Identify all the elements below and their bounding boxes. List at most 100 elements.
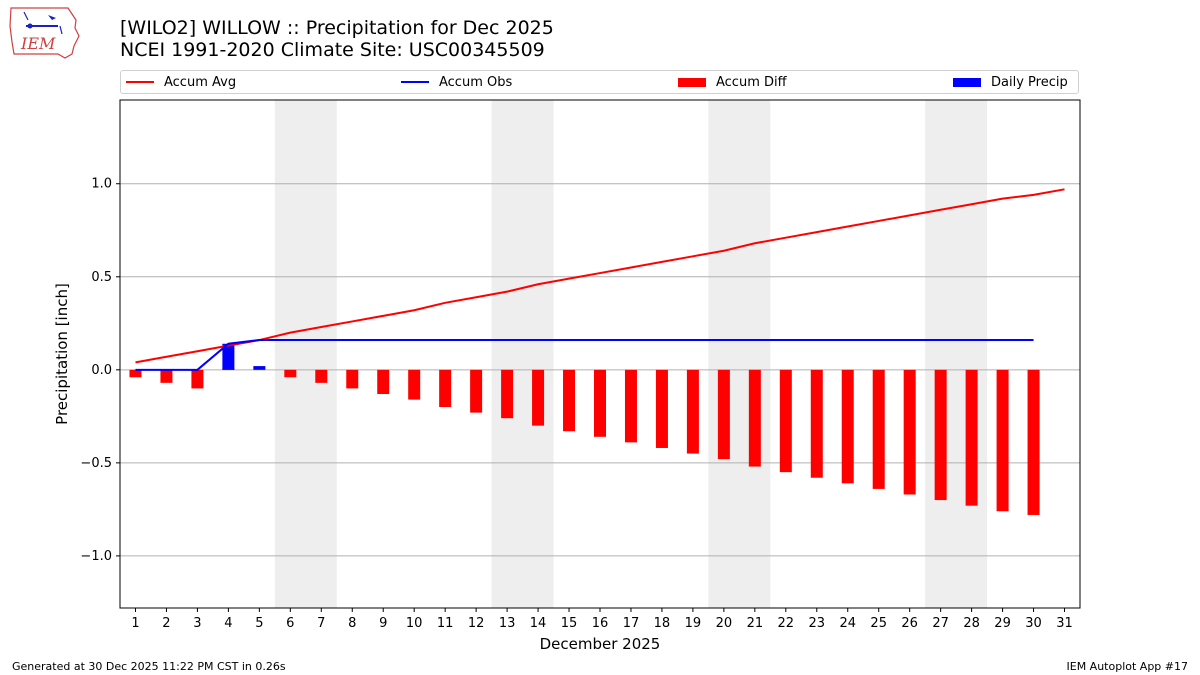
x-tick-label: 26: [901, 616, 918, 631]
y-axis-label: Precipitation [inch]: [53, 283, 71, 425]
weekend-bands: [274, 100, 988, 608]
daily-precip-bar: [222, 343, 235, 370]
series-lines: [135, 188, 1065, 371]
y-tick-label: −0.5: [80, 456, 112, 471]
accum-obs-line: [135, 339, 1034, 371]
footer-app: IEM Autoplot App #17: [1066, 660, 1189, 673]
title-line-1: [WILO2] WILLOW :: Precipitation for Dec …: [120, 17, 554, 39]
axes: −1.0−0.50.00.51.01 2 3 4 5 6 7 8 9 10 11 12 13 14 15 16…: [80, 177, 1072, 631]
x-tick-label: 15: [561, 616, 578, 631]
x-tick-label: 20: [716, 616, 733, 631]
accum-diff-bar: [377, 369, 390, 395]
x-tick-label: 23: [809, 616, 826, 631]
grid-lines: [120, 183, 1080, 557]
legend-label-accum-diff: Accum Diff: [716, 74, 787, 90]
accum-diff-bar: [160, 369, 173, 383]
accum-diff-bar: [439, 369, 452, 408]
x-tick-label: 4: [224, 616, 232, 631]
accum-diff-bar: [841, 369, 854, 484]
accum-diff-bar: [129, 369, 142, 378]
legend: Accum Avg Accum Obs Accum Diff Daily Pre…: [120, 70, 1079, 94]
weekend-band: [274, 100, 337, 608]
accum-diff-bar: [965, 369, 978, 506]
weekend-band: [491, 100, 554, 608]
legend-swatch-accum-diff: [678, 77, 706, 87]
x-tick-label: 13: [499, 616, 516, 631]
iem-logo: IEM: [9, 7, 80, 59]
bars: [129, 343, 1040, 515]
daily-precip-bar: [253, 366, 266, 370]
x-tick-label: 21: [747, 616, 764, 631]
accum-diff-bar: [1027, 369, 1040, 515]
x-tick-label: 6: [286, 616, 294, 631]
x-axis-label: December 2025: [540, 635, 661, 653]
title-line-2: NCEI 1991-2020 Climate Site: USC00345509: [120, 39, 545, 61]
accum-diff-bar: [996, 369, 1009, 512]
x-tick-label: 16: [592, 616, 609, 631]
accum-diff-bar: [315, 369, 328, 383]
x-tick-label: 17: [623, 616, 640, 631]
accum-diff-bar: [748, 369, 761, 467]
accum-diff-bar: [872, 369, 885, 489]
accum-diff-bar: [655, 369, 668, 448]
accum-diff-bar: [408, 369, 421, 400]
accum-diff-bar: [501, 369, 514, 419]
accum-diff-bar: [346, 369, 359, 389]
legend-swatch-accum-avg: [126, 81, 154, 83]
x-tick-label: 11: [437, 616, 454, 631]
accum-diff-bar: [717, 369, 730, 460]
y-tick-label: 0.5: [91, 270, 112, 285]
accum-avg-line: [135, 188, 1065, 364]
accum-diff-bar: [563, 369, 576, 432]
x-tick-label: 30: [1025, 616, 1042, 631]
x-tick-label: 12: [468, 616, 485, 631]
accum-diff-bar: [222, 367, 235, 370]
legend-label-accum-obs: Accum Obs: [439, 74, 513, 90]
accum-diff-bar: [934, 369, 947, 501]
accum-diff-bar: [191, 369, 204, 389]
legend-label-accum-avg: Accum Avg: [164, 74, 237, 90]
accum-diff-bar: [624, 369, 637, 443]
x-tick-label: 5: [255, 616, 263, 631]
legend-swatch-daily-precip: [953, 77, 981, 87]
legend-item-daily-precip: Daily Precip: [953, 74, 1068, 90]
x-tick-label: 2: [162, 616, 170, 631]
x-tick-label: 7: [317, 616, 325, 631]
x-tick-label: 18: [654, 616, 671, 631]
accum-diff-bar: [532, 369, 545, 426]
legend-item-accum-avg: Accum Avg: [126, 74, 236, 90]
accum-diff-bar: [779, 369, 792, 473]
accum-diff-bar: [284, 369, 297, 378]
legend-swatch-accum-obs: [401, 81, 429, 83]
accum-diff-bar: [810, 369, 823, 478]
y-tick-label: 0.0: [91, 363, 112, 378]
weekend-band: [708, 100, 771, 608]
plot-frame: [119, 99, 1081, 609]
x-tick-label: 28: [963, 616, 980, 631]
footer-generated: Generated at 30 Dec 2025 11:22 PM CST in…: [12, 660, 286, 673]
accum-diff-bar: [903, 369, 916, 495]
legend-item-accum-obs: Accum Obs: [401, 74, 512, 90]
legend-item-accum-diff: Accum Diff: [678, 74, 787, 90]
accum-diff-bar: [594, 369, 606, 437]
x-tick-label: 19: [685, 616, 702, 631]
x-tick-label: 31: [1056, 616, 1073, 631]
x-tick-label: 3: [193, 616, 201, 631]
x-tick-label: 25: [870, 616, 887, 631]
y-tick-label: −1.0: [80, 549, 112, 564]
x-tick-label: 27: [932, 616, 949, 631]
chart-title: [WILO2] WILLOW :: Precipitation for Dec …: [120, 17, 554, 61]
weekend-band: [925, 100, 988, 608]
legend-label-daily-precip: Daily Precip: [991, 74, 1068, 90]
x-tick-label: 29: [994, 616, 1011, 631]
x-tick-label: 24: [839, 616, 856, 631]
accum-diff-bar: [686, 369, 699, 454]
accum-diff-bar: [470, 369, 483, 413]
x-tick-label: 14: [530, 616, 547, 631]
logo-text: IEM: [20, 34, 56, 53]
y-tick-label: 1.0: [91, 177, 112, 192]
x-tick-label: 9: [379, 616, 387, 631]
x-tick-label: 22: [778, 616, 795, 631]
x-tick-label: 1: [131, 616, 139, 631]
